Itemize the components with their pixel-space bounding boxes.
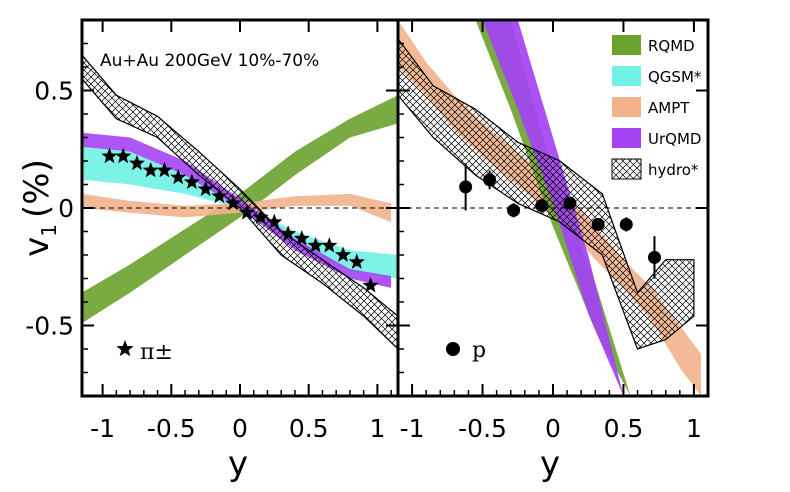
left-x-tick-label: 0: [232, 414, 248, 443]
pion-data-point: [142, 161, 159, 178]
y-tick-label: 0: [58, 194, 74, 223]
proton-data-point: [619, 217, 633, 231]
right-hydro-band: [398, 37, 695, 350]
right-x-tick-label: 0: [545, 414, 561, 443]
pion-data-point: [128, 154, 145, 171]
legend-label: hydro*: [648, 161, 699, 179]
legend-label: QGSM*: [648, 68, 702, 86]
proton-data-point: [483, 173, 497, 187]
right-urqmd-band: [482, 20, 624, 396]
y-axis-title: v1 (%): [17, 159, 61, 257]
ylabel-unit: (%): [17, 159, 57, 218]
pion-data-point: [238, 204, 255, 220]
legend-swatch-ampt: [612, 97, 641, 117]
right-x-axis-title: y: [540, 444, 560, 484]
ylabel-symbol: v: [17, 237, 57, 257]
legend-label: AMPT: [648, 99, 690, 117]
pion-data-point: [293, 230, 310, 246]
pion-data-point: [156, 161, 173, 178]
collision-annotation: Au+Au 200GeV 10%-70%: [100, 51, 319, 71]
left-x-tick-label: -1: [90, 414, 115, 443]
left-x-axis-title: y: [228, 444, 248, 484]
right-x-tick-label: -1: [400, 414, 425, 443]
proton-data-point: [647, 250, 661, 264]
pion-marker-legend: [116, 340, 134, 357]
right-x-tick-label: 1: [686, 414, 702, 443]
proton-data-point: [591, 217, 605, 231]
left-x-tick-label: 0.5: [289, 414, 329, 443]
pion-marker-label: π±: [140, 340, 173, 365]
pion-data-point: [115, 147, 132, 164]
right-x-tick-label: -0.5: [458, 414, 507, 443]
pion-data-point: [101, 147, 118, 164]
legend-swatch-qgsm: [612, 66, 641, 86]
axes: -1 -0.5 0 0.5 1 0.5 0 -0.5 -1 -0.5 0 0.5 1: [25, 20, 708, 443]
left-x-tick-label: -0.5: [147, 414, 196, 443]
pion-data-point: [211, 187, 228, 204]
pion-data-point: [362, 277, 379, 293]
right-x-tick-label: 0.5: [604, 414, 644, 443]
pion-data-point: [170, 168, 187, 185]
legend-swatch-rqmd: [612, 35, 641, 55]
pion-data-point: [348, 253, 365, 269]
pion-data-point: [307, 237, 324, 253]
legend-label: RQMD: [648, 37, 695, 55]
y-tick-label: 0.5: [34, 77, 74, 106]
pion-data-point: [225, 194, 242, 211]
proton-data-point: [507, 203, 521, 217]
legend-label: UrQMD: [648, 130, 701, 148]
left-plot-area: [82, 54, 398, 350]
left-hydro-band: [82, 54, 398, 350]
proton-data-point: [563, 196, 577, 210]
proton-marker-label: p: [472, 338, 486, 363]
pion-data-point: [321, 237, 338, 253]
y-tick-label: -0.5: [25, 312, 74, 341]
pion-data-point: [335, 246, 352, 262]
pion-data-point: [280, 225, 297, 241]
proton-data-point: [535, 199, 549, 213]
pion-data-point: [266, 213, 283, 229]
left-x-tick-label: 1: [369, 414, 385, 443]
right-panel: RQMD QGSM* AMPT UrQMD hydro* p: [396, 18, 710, 398]
pion-data-point: [183, 173, 200, 189]
legend: RQMD QGSM* AMPT UrQMD hydro*: [611, 35, 702, 180]
pion-data-point: [197, 180, 214, 197]
proton-marker-legend: [446, 342, 460, 356]
proton-data-point: [459, 180, 473, 194]
legend-swatch-urqmd: [612, 128, 641, 148]
pion-marker-icon: [116, 340, 134, 357]
ylabel-subscript: 1: [37, 224, 61, 237]
svg-text:v1(%): v1 (%): [17, 159, 61, 257]
left-panel: Au+Au 200GeV 10%-70% π±: [80, 18, 400, 398]
legend-swatch-hydro: [611, 158, 642, 180]
pion-data-point: [252, 208, 269, 225]
